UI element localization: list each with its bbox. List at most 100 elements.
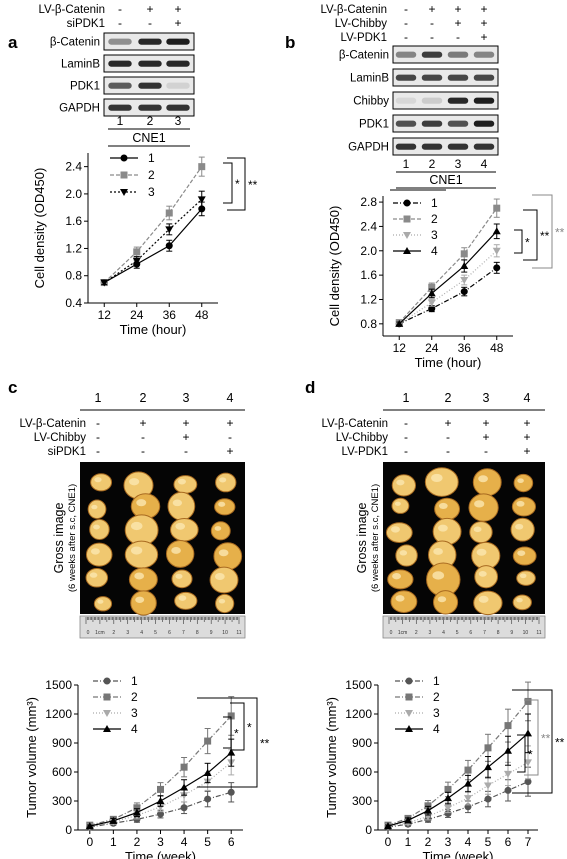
- ruler-label: 10: [523, 630, 529, 636]
- tumor-highlight: [130, 521, 143, 531]
- blot-label-b: Chibby: [353, 96, 389, 108]
- legend-label-3: 3: [433, 706, 440, 720]
- group-number-d: 3: [483, 391, 490, 405]
- blot-band-a: [166, 82, 190, 89]
- legend-marker: [403, 247, 411, 254]
- tumor-highlight: [516, 597, 523, 603]
- condition-mark-d: +: [523, 430, 530, 444]
- legend-marker: [403, 232, 411, 239]
- blot-band-a: [108, 82, 132, 89]
- legend-label-2: 2: [131, 690, 138, 704]
- condition-label-b: LV-Chibby: [335, 18, 387, 30]
- data-point-3: [444, 804, 452, 812]
- data-point-4: [524, 729, 532, 737]
- y-tick-label: 600: [352, 765, 372, 779]
- significance-mark: **: [540, 229, 550, 243]
- data-point-2: [133, 804, 141, 812]
- blot-band-b: [473, 120, 495, 127]
- legend-marker: [103, 693, 111, 701]
- blot-strip-b: [392, 45, 499, 64]
- ruler-label: 10: [222, 630, 228, 636]
- condition-mark-b: -: [430, 16, 434, 30]
- tumor-highlight: [175, 573, 183, 579]
- series-line-3: [103, 198, 203, 284]
- data-point-2: [460, 250, 468, 258]
- condition-mark-c: +: [226, 444, 233, 458]
- y-tick-label: 1.6: [65, 214, 82, 228]
- condition-label-d: LV-Chibby: [336, 432, 388, 444]
- data-point-1: [165, 242, 173, 250]
- data-point-3: [464, 795, 472, 803]
- data-point-3: [197, 196, 206, 204]
- significance-mark: **: [555, 736, 565, 750]
- ruler-label: 1cm: [398, 630, 407, 636]
- data-point-4: [132, 808, 141, 816]
- blot-band-a: [108, 60, 132, 67]
- tumor-specimen: [391, 497, 410, 514]
- blot-band-b: [473, 143, 495, 150]
- condition-mark-b: +: [454, 2, 461, 16]
- ruler-label: 7: [483, 630, 486, 636]
- y-tick-label: 2.8: [360, 195, 377, 209]
- condition-mark-b: +: [480, 2, 487, 16]
- data-point-4: [460, 262, 469, 269]
- y-axis-label: Tumor volume (mm³): [24, 697, 39, 818]
- tumor-highlight: [218, 598, 226, 604]
- condition-mark-c: -: [228, 430, 232, 444]
- lane-number-b: 1: [403, 157, 410, 171]
- tumor-specimen: [124, 540, 159, 569]
- data-point-4: [484, 763, 492, 771]
- data-point-1: [444, 810, 452, 818]
- ruler-label: 3: [126, 630, 129, 636]
- condition-mark-d: +: [444, 416, 451, 430]
- ruler-label: 7: [182, 630, 185, 636]
- ruler-label: 9: [210, 630, 213, 636]
- data-point-2: [198, 163, 206, 171]
- data-point-4: [444, 794, 452, 802]
- data-point-1: [428, 305, 436, 313]
- ruler-label: 0: [390, 630, 393, 636]
- panel-letter-b: b: [285, 33, 295, 52]
- tumor-specimen: [395, 544, 418, 567]
- tumor-highlight: [135, 596, 145, 603]
- tumor-highlight: [171, 547, 181, 554]
- y-tick-label: 2.0: [65, 187, 82, 201]
- condition-mark-c: +: [182, 430, 189, 444]
- blot-band-a: [138, 104, 162, 111]
- condition-mark-a: +: [174, 16, 181, 30]
- tumor-highlight: [219, 477, 227, 483]
- tumor-specimen: [209, 566, 239, 594]
- tumor-highlight: [519, 573, 527, 579]
- condition-mark-d: -: [446, 430, 450, 444]
- y-tick-label: 2.4: [360, 219, 377, 233]
- legend-label-3: 3: [131, 706, 138, 720]
- blot-band-b: [395, 74, 417, 81]
- tumor-specimen: [472, 468, 502, 497]
- tumor-specimen: [87, 499, 107, 520]
- condition-mark-d: +: [482, 430, 489, 444]
- data-point-4: [395, 319, 404, 327]
- x-tick-label: 4: [465, 835, 472, 849]
- tumor-highlight: [517, 478, 524, 484]
- blot-label-b: GAPDH: [348, 142, 389, 154]
- x-tick-label: 48: [490, 341, 504, 355]
- data-point-1: [227, 788, 235, 796]
- condition-mark-d: +: [523, 416, 530, 430]
- x-axis-label: Time (week): [125, 849, 196, 859]
- condition-label-a: siPDK1: [67, 18, 105, 30]
- condition-label-c: siPDK1: [48, 446, 86, 458]
- y-tick-label: 2.0: [360, 244, 377, 258]
- gross-image-sublabel: (6 weeks after s.c, CNE1): [67, 484, 78, 592]
- data-point-1: [484, 795, 492, 803]
- ruler-label: 4: [442, 630, 445, 636]
- significance-mark: *: [525, 236, 530, 250]
- x-tick-label: 36: [458, 341, 472, 355]
- condition-mark-a: +: [146, 2, 153, 16]
- tumor-highlight: [130, 546, 143, 555]
- data-point-4: [180, 783, 189, 791]
- tumor-specimen: [130, 590, 157, 616]
- tumor-specimen: [387, 569, 414, 590]
- panel-letter-a: a: [8, 33, 18, 52]
